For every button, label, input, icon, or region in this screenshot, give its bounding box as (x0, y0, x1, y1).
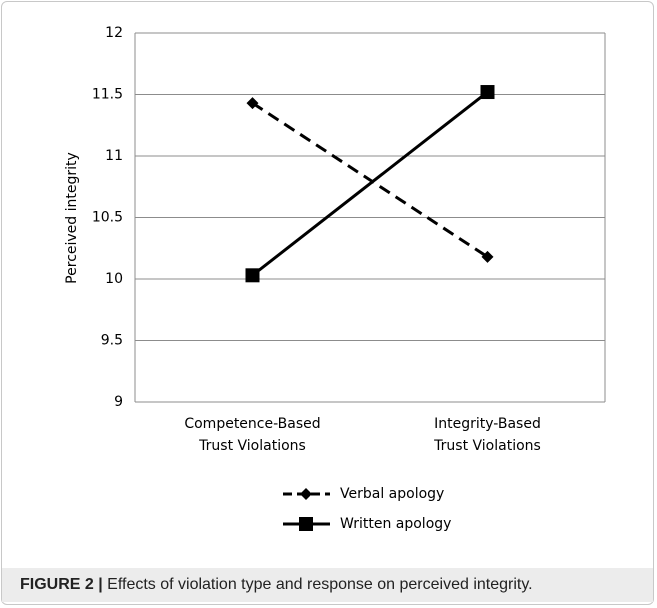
x-tick-label: Integrity-Based Trust Violations (433, 416, 541, 454)
series-line (251, 101, 489, 259)
y-tick-label: 11 (105, 148, 123, 164)
x-tick-label: Competence-Based Trust Violations (184, 416, 320, 454)
caption-text: Effects of violation type and response o… (107, 576, 533, 593)
y-axis-label: Perceived integrity (64, 152, 80, 284)
data-point (246, 97, 259, 110)
legend-label: Verbal apology (340, 486, 444, 502)
x-tick-label-line: Trust Violations (198, 438, 306, 454)
data-point (480, 85, 495, 100)
x-tick-label-line: Integrity-Based (434, 416, 541, 432)
y-tick-label: 10.5 (92, 210, 123, 226)
y-tick-label: 12 (105, 25, 123, 41)
chart: Perceived integrity 9 9.5 10 10.5 11 11.5 12 Co… (64, 25, 606, 532)
x-tick-label-line: Trust Violations (433, 438, 541, 454)
legend-label: Written apology (340, 516, 451, 532)
y-tick-label: 9 (114, 394, 123, 410)
legend-marker (299, 517, 313, 531)
legend-marker (300, 488, 312, 500)
caption-label: FIGURE 2 | (20, 576, 103, 593)
data-point (245, 268, 260, 283)
y-tick-label: 9.5 (101, 333, 123, 349)
series-line (251, 90, 489, 277)
y-tick-label: 11.5 (92, 87, 123, 103)
data-point (481, 250, 494, 263)
x-tick-label-line: Competence-Based (184, 416, 320, 432)
y-tick-label: 10 (105, 271, 123, 287)
caption: FIGURE 2 | Effects of violation type and… (2, 568, 653, 602)
